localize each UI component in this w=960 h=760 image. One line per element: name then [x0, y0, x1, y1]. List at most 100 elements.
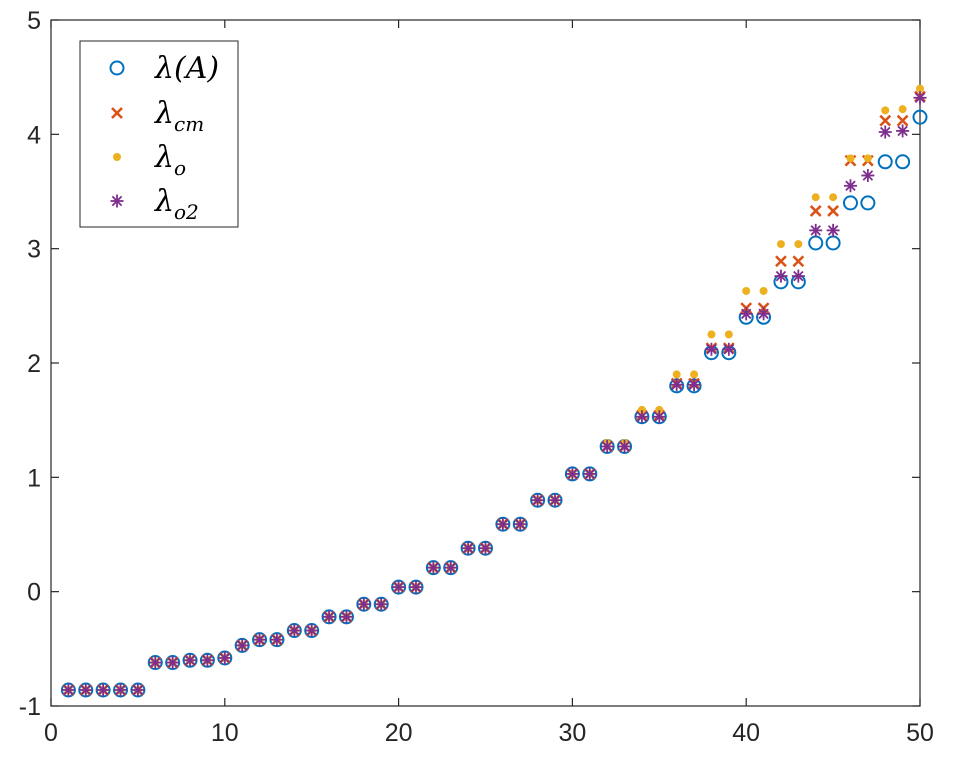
data-point [235, 638, 249, 652]
data-point [655, 405, 664, 414]
data-point [842, 195, 858, 211]
data-point [791, 269, 805, 283]
data-point [827, 205, 840, 217]
legend-label: λo2 [154, 184, 199, 224]
data-point [618, 439, 632, 453]
legend-label-main: λ [154, 96, 174, 131]
data-point [863, 154, 872, 163]
data-point [707, 330, 716, 339]
data-point [775, 255, 787, 268]
data-point [200, 653, 214, 667]
x-axis: 0 10 20 30 40 50 [44, 20, 934, 747]
y-tick-label: 5 [27, 7, 41, 35]
data-point [896, 114, 909, 127]
data-point [757, 307, 771, 321]
data-point [846, 154, 855, 163]
data-point [774, 269, 788, 283]
data-marks [60, 84, 928, 698]
data-point [479, 541, 492, 555]
data-point [879, 114, 892, 127]
data-point [166, 656, 180, 670]
data-point [637, 405, 646, 414]
data-point [409, 580, 423, 594]
data-point [670, 378, 684, 392]
legend-label-main: λ [154, 140, 174, 175]
data-point [826, 223, 840, 237]
x-tick-label: 50 [906, 719, 934, 747]
data-point [776, 240, 785, 249]
data-point [444, 561, 458, 575]
data-point [426, 561, 440, 575]
y-tick-label: 4 [27, 121, 41, 149]
y-tick-label: 1 [27, 464, 41, 492]
data-point [687, 378, 701, 392]
legend-label-sub: cm [174, 112, 204, 136]
x-tick-label: 20 [385, 719, 413, 747]
data-point [496, 517, 510, 531]
data-point [860, 195, 876, 211]
y-tick-label: 0 [27, 579, 41, 607]
legend-label: λ(A) [154, 51, 219, 86]
data-point [270, 633, 284, 647]
data-point [829, 193, 838, 202]
series-4 [61, 91, 927, 697]
data-point [896, 124, 910, 138]
data-point [513, 517, 527, 531]
data-point [583, 467, 597, 481]
data-point [61, 683, 75, 697]
legend-label-sub: o [174, 156, 186, 180]
data-point [114, 683, 128, 697]
data-point [183, 653, 197, 667]
data-point [739, 307, 753, 321]
data-point [881, 106, 890, 115]
data-point [792, 255, 805, 268]
legend-label: λcm [154, 96, 204, 136]
data-point [913, 91, 927, 105]
data-point [461, 541, 475, 555]
data-point [878, 125, 892, 139]
data-point [357, 597, 371, 611]
data-point [811, 193, 820, 202]
data-point [916, 84, 924, 93]
data-point [531, 493, 545, 507]
data-point [339, 610, 353, 624]
x-tick-label: 40 [732, 719, 760, 747]
data-point [759, 286, 768, 295]
y-tick-label: 3 [27, 236, 41, 264]
data-point [742, 286, 751, 295]
data-point [392, 580, 406, 594]
data-point [912, 109, 928, 125]
data-point [79, 683, 93, 697]
y-tick-label: -1 [19, 693, 41, 721]
data-point [898, 105, 907, 114]
data-point [704, 342, 718, 356]
data-point [253, 633, 267, 647]
legend-label-main: λ(A) [154, 51, 219, 86]
legend-box [79, 40, 239, 228]
data-point [305, 624, 319, 638]
data-point [877, 154, 893, 170]
legend-label: λo [154, 140, 186, 180]
legend-marker [113, 153, 121, 161]
data-point [895, 154, 911, 170]
data-point [724, 330, 733, 339]
data-point [843, 179, 857, 193]
data-point [565, 467, 579, 481]
data-point [322, 610, 336, 624]
legend-label-sub: o2 [174, 200, 199, 224]
data-point [96, 683, 110, 697]
legend-marker [109, 60, 125, 76]
data-point [690, 370, 699, 379]
data-point [148, 656, 162, 670]
legend-marker [110, 194, 124, 208]
data-point [809, 205, 822, 217]
legend-label-main: λ [154, 184, 174, 219]
data-point [809, 223, 823, 237]
data-point [374, 597, 388, 611]
x-tick-label: 10 [211, 719, 239, 747]
data-point [722, 342, 736, 356]
data-point [672, 370, 681, 379]
data-point [635, 410, 649, 424]
